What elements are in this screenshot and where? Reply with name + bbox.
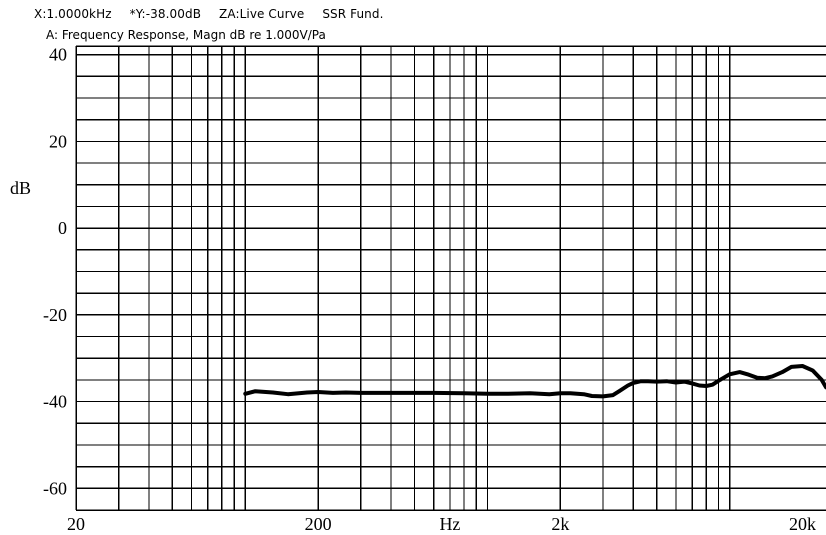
- cursor-readout: X:1.0000kHz *Y:-38.00dB ZA:Live Curve SSR F…: [34, 7, 402, 21]
- za-readout: ZA:Live Curve: [219, 7, 305, 21]
- x-tick-label: 2k: [551, 514, 569, 534]
- response-curve: [243, 364, 826, 399]
- curve-layer: [243, 364, 826, 399]
- y-tick-label: 20: [49, 131, 67, 151]
- y-tick-label: -20: [43, 305, 67, 325]
- y-tick-labels: 40 20 0 -20 -40 -60: [43, 45, 67, 499]
- x-axis-label: Hz: [439, 514, 460, 534]
- x-readout: X:1.0000kHz: [34, 7, 112, 21]
- y-tick-label: 40: [49, 45, 67, 65]
- x-tick-label: 200: [305, 514, 332, 534]
- y-tick-label: 0: [58, 218, 67, 238]
- y-tick-label: -40: [43, 392, 67, 412]
- x-tick-label: 20: [67, 514, 85, 534]
- mode-readout: SSR Fund.: [322, 7, 384, 21]
- y-tick-label: -60: [43, 478, 67, 498]
- grid: [75, 45, 826, 511]
- x-tick-labels: 20 200 2k 20k: [67, 514, 816, 534]
- y-readout: *Y:-38.00dB: [129, 7, 202, 21]
- chart-subtitle: A: Frequency Response, Magn dB re 1.000V…: [46, 28, 326, 42]
- y-axis-label: dB: [10, 178, 32, 198]
- x-tick-label: 20k: [789, 514, 816, 534]
